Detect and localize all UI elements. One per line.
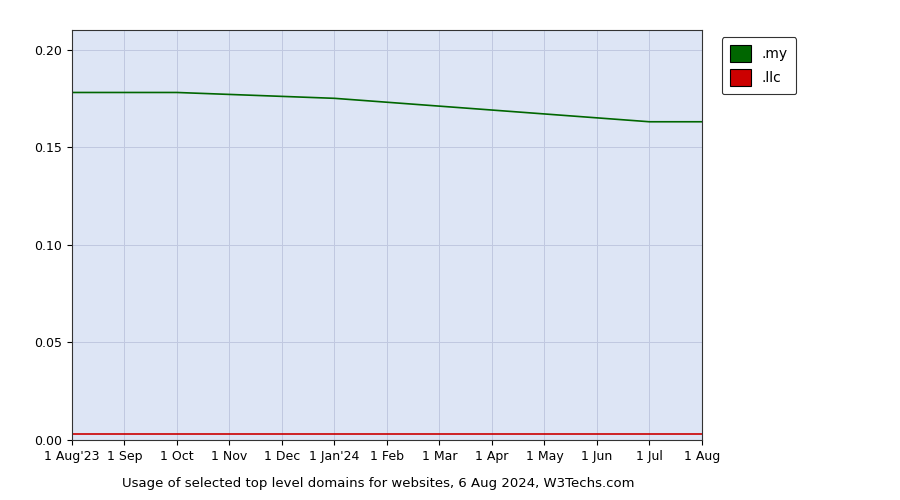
Legend: .my, .llc: .my, .llc [722,37,796,94]
Text: Usage of selected top level domains for websites, 6 Aug 2024, W3Techs.com: Usage of selected top level domains for … [122,477,634,490]
